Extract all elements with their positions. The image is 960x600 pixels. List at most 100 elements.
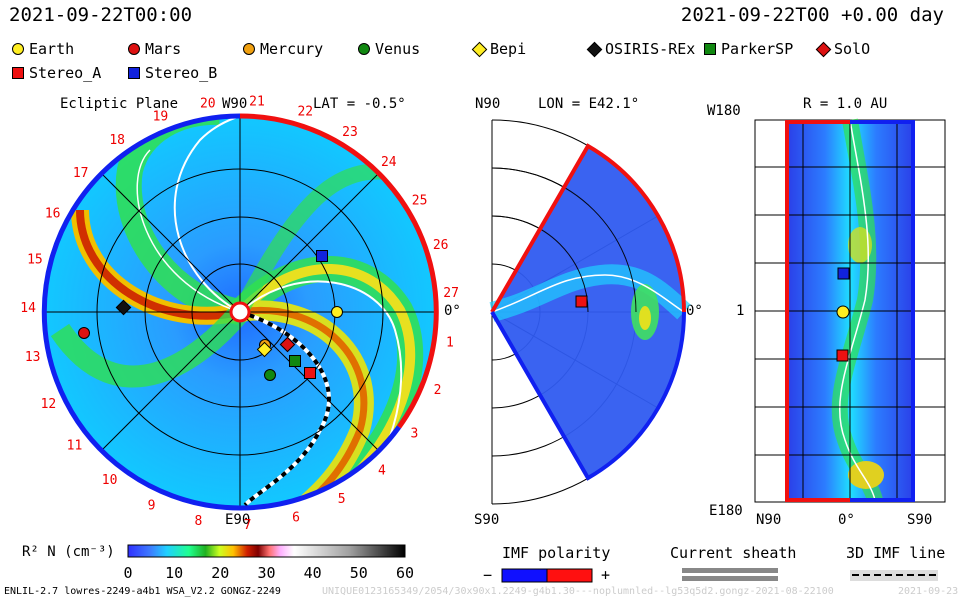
parkersp-marker [289, 355, 301, 367]
meridional-top-label: N90 [475, 96, 501, 112]
carrington-label: 12 [41, 397, 57, 412]
carrington-label: 21 [249, 95, 265, 110]
polarity-border-negative [41, 113, 402, 511]
legend-label: SolO [834, 40, 871, 58]
meridional-plane-panel [489, 119, 691, 505]
circle-icon [12, 43, 24, 55]
carrington-label: 17 [73, 166, 89, 181]
legend-item-solo: SolO [815, 40, 871, 58]
radial-bottom-label: E180 [709, 503, 743, 519]
stereo-a-marker-meridional [575, 295, 588, 308]
square-icon [704, 43, 716, 55]
current-sheath-title: Current sheath [670, 544, 797, 562]
carrington-label: 14 [20, 301, 36, 316]
legend-label: Stereo_A [29, 64, 102, 82]
legend-label: Stereo_B [145, 64, 218, 82]
carrington-label: 13 [25, 350, 41, 365]
carrington-label: 23 [342, 125, 358, 140]
square-icon [12, 67, 24, 79]
legend-item-venus: Venus [358, 40, 420, 58]
radial-left-tick: 1 [736, 303, 745, 319]
model-info: ENLIL-2.7 lowres-2249-a4b1 WSA_V2.2 GONG… [4, 586, 281, 597]
carrington-label: 4 [378, 464, 386, 479]
carrington-label: 27 [443, 286, 459, 301]
ecliptic-title: Ecliptic Plane [60, 96, 179, 112]
datetime-left: 2021-09-22T00:00 [9, 4, 193, 26]
colorbar-tick: 40 [304, 564, 322, 582]
legend-item-stereo-b: Stereo_B [128, 64, 217, 82]
density-band-core [76, 209, 241, 320]
radial-x-label-0: 0° [838, 512, 855, 528]
venus-marker [264, 369, 276, 381]
density-band-core [236, 263, 416, 504]
sector-boundary [239, 280, 403, 461]
meridional-right-label: 0° [686, 303, 703, 319]
legend-item-mars: Mars [128, 40, 181, 58]
legend-item-bepi: Bepi [471, 40, 527, 58]
carrington-label: 18 [109, 133, 125, 148]
colorbar-tick: 20 [211, 564, 229, 582]
carrington-label: 8 [194, 514, 202, 529]
legend-label: Venus [375, 40, 421, 58]
carrington-label: 3 [410, 427, 418, 442]
carrington-label: 5 [338, 492, 346, 507]
legend-label: ParkerSP [721, 40, 794, 58]
colorbar-tick: 10 [165, 564, 183, 582]
meridional-bottom-label: S90 [474, 512, 500, 528]
carrington-label: 22 [297, 104, 313, 119]
legend-label: Earth [29, 40, 75, 58]
carrington-label: 26 [433, 238, 449, 253]
ecliptic-bottom-label: E90 [225, 512, 251, 528]
ecliptic-lat-label: LAT = -0.5° [313, 96, 406, 112]
legend-item-earth: Earth [12, 40, 74, 58]
carrington-label: 10 [102, 473, 118, 488]
colorbar [127, 544, 406, 558]
sun-icon [229, 301, 251, 323]
radial-x-label-s90: S90 [907, 512, 933, 528]
ecliptic-right-label: 0° [444, 303, 461, 319]
run-id: UNIQUE0123165349/2054/30x90x1.2249-g4b1.… [322, 586, 834, 597]
square-icon [128, 67, 140, 79]
carrington-label: 16 [45, 207, 61, 222]
density-band [50, 304, 249, 388]
colorbar-tick: 60 [396, 564, 414, 582]
legend-label: OSIRIS-REx [605, 40, 696, 58]
radial-x-label-n90: N90 [756, 512, 782, 528]
stereo-a-marker [304, 367, 316, 379]
carrington-label: 19 [153, 110, 169, 125]
legend-item-stereo-a: Stereo_A [12, 64, 101, 82]
imf-polarity-minus: − [483, 566, 493, 584]
carrington-label: 6 [292, 510, 300, 525]
legend-item-osiris-rex: OSIRIS-REx [586, 40, 696, 58]
sector-boundary [136, 149, 241, 313]
carrington-label: 1 [446, 336, 454, 351]
legend-label: Bepi [490, 40, 527, 58]
stereo-b-marker-radial [837, 267, 850, 280]
imf-polarity-title: IMF polarity [502, 544, 611, 562]
legend-item-parkersp: ParkerSP [704, 40, 793, 58]
colorbar-tick: 50 [350, 564, 368, 582]
stereo-a-marker-radial [836, 349, 849, 362]
polarity-border-positive [239, 113, 439, 429]
carrington-label: 11 [67, 439, 83, 454]
legend-label: Mercury [260, 40, 324, 58]
circle-icon [243, 43, 255, 55]
mars-marker [78, 327, 90, 339]
carrington-label: 2 [434, 383, 442, 398]
colorbar-tick: 30 [257, 564, 275, 582]
earth-marker [331, 306, 343, 318]
circle-icon [128, 43, 140, 55]
imf-polarity-plus: + [601, 566, 611, 584]
carrington-label: 9 [148, 499, 156, 514]
imf-line-dash [239, 310, 331, 507]
colorbar-tick: 0 [123, 564, 132, 582]
imf-positive-swatch [546, 568, 593, 583]
carrington-label: 7 [244, 518, 252, 533]
radial-title: R = 1.0 AU [803, 96, 888, 112]
meridional-lon-label: LON = E42.1° [538, 96, 640, 112]
legend-item-mercury: Mercury [243, 40, 323, 58]
ecliptic-top-label: W90 [222, 96, 248, 112]
radial-panel [754, 118, 946, 503]
